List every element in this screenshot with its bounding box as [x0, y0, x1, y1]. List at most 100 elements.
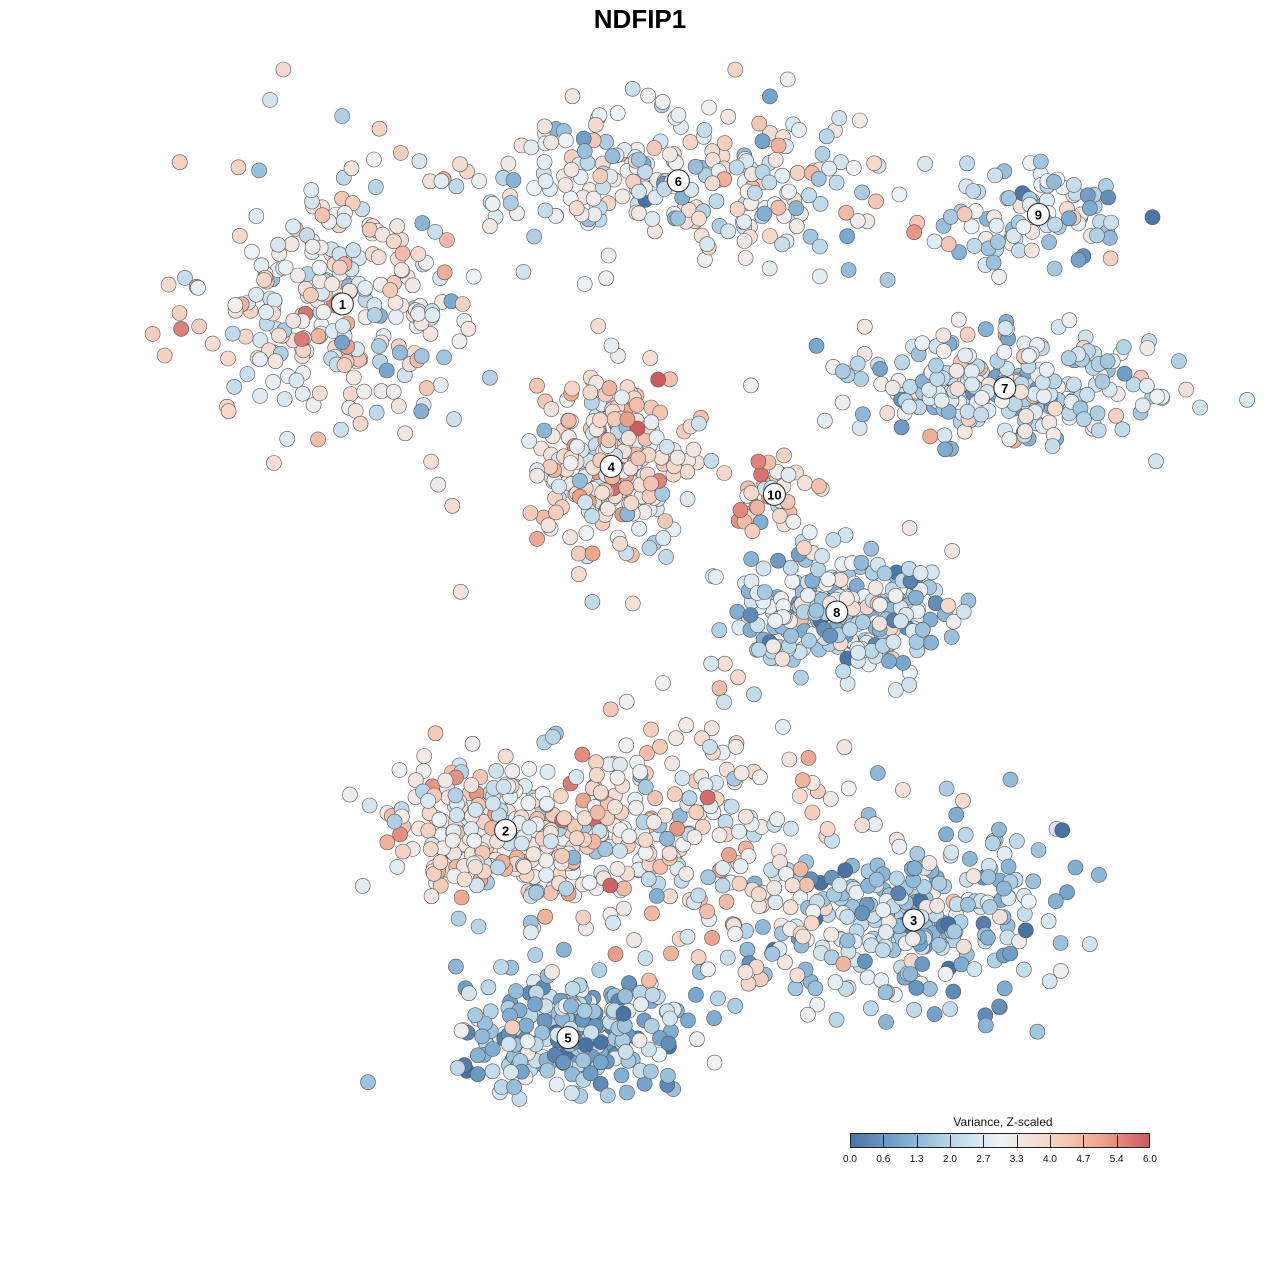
cell-point: [885, 633, 902, 650]
cell-point: [522, 505, 539, 521]
cell-point: [1021, 347, 1037, 364]
cell-point: [776, 447, 792, 464]
cell-point: [948, 806, 965, 823]
cell-point: [704, 930, 720, 946]
cell-point: [853, 554, 870, 571]
cell-point: [537, 173, 554, 189]
cell-point: [267, 353, 284, 370]
cell-point: [411, 153, 428, 169]
cell-point: [342, 786, 358, 803]
cell-point: [731, 823, 747, 840]
cell-point: [244, 243, 260, 260]
cell-point: [783, 627, 799, 644]
cell-point: [754, 133, 771, 149]
cell-point: [756, 205, 773, 222]
cell-point: [928, 357, 944, 374]
cell-point: [872, 361, 888, 377]
cell-point: [670, 107, 687, 123]
cell-point: [529, 467, 545, 484]
cell-point: [720, 108, 737, 125]
cell-point: [304, 238, 321, 255]
cell-point: [370, 249, 387, 266]
cell-point: [876, 565, 893, 582]
cell-point: [764, 946, 781, 962]
cell-point: [921, 980, 938, 997]
chart-title: NDFIP1: [593, 4, 687, 34]
cell-point: [931, 875, 948, 892]
cell-point: [345, 369, 362, 386]
cell-point: [937, 441, 953, 458]
cell-point: [800, 750, 817, 766]
cell-point: [848, 884, 865, 901]
cell-point: [226, 378, 242, 395]
cell-point: [1144, 209, 1161, 225]
cell-point: [755, 560, 772, 577]
svg-text:7: 7: [1001, 381, 1008, 396]
cell-point: [679, 928, 696, 945]
cell-point: [691, 210, 707, 227]
cell-point: [160, 276, 177, 293]
cell-point: [538, 852, 554, 869]
cell-point: [311, 385, 328, 402]
cell-point: [856, 318, 873, 335]
cell-point: [612, 535, 628, 552]
cell-point: [1100, 189, 1116, 206]
cell-point: [943, 844, 960, 861]
cell-point: [639, 745, 655, 761]
cell-point: [642, 350, 659, 366]
cell-point: [937, 966, 954, 982]
cell-point: [742, 607, 759, 623]
cell-point: [1041, 973, 1058, 990]
cell-point: [485, 795, 501, 812]
cell-point: [779, 71, 796, 88]
cell-point: [252, 351, 268, 368]
cell-point: [156, 347, 173, 364]
cell-point: [382, 282, 399, 298]
cell-point: [957, 826, 974, 843]
cell-point: [589, 804, 606, 821]
cell-point: [1089, 227, 1105, 244]
cell-point: [1018, 922, 1034, 939]
cell-point: [739, 941, 756, 958]
cell-point: [652, 738, 668, 755]
cell-point: [562, 455, 579, 471]
cell-point: [563, 1085, 580, 1101]
cell-point: [991, 268, 1007, 285]
cell-point: [452, 583, 469, 600]
cell-point: [602, 877, 619, 894]
cell-point: [314, 207, 331, 223]
cell-point: [984, 835, 1001, 852]
cell-point: [814, 146, 831, 162]
cell-point: [737, 250, 754, 266]
cell-point: [563, 998, 579, 1014]
cell-point: [404, 277, 421, 294]
cell-point: [609, 769, 626, 786]
cell-point: [835, 955, 852, 972]
cell-point: [946, 923, 963, 940]
cell-point: [1067, 859, 1084, 876]
cell-point: [615, 1005, 632, 1022]
cell-point: [266, 455, 282, 471]
cell-point: [795, 928, 811, 945]
cell-point: [737, 964, 754, 980]
cell-point: [955, 938, 972, 955]
cell-point: [624, 595, 641, 612]
cell-point: [628, 397, 645, 413]
cell-point: [979, 929, 996, 946]
colorbar-tick-mark: [916, 1135, 918, 1148]
cell-point: [385, 233, 402, 250]
cell-point: [388, 309, 404, 325]
cell-point: [1091, 867, 1107, 883]
cell-point: [395, 843, 411, 860]
cell-point: [948, 362, 965, 379]
cluster-label-8: 8: [825, 600, 849, 624]
cell-point: [938, 826, 954, 843]
cell-point: [558, 132, 574, 149]
cell-point: [812, 238, 828, 255]
cluster-label-7: 7: [993, 376, 1017, 400]
cell-point: [938, 780, 955, 797]
cell-point: [662, 146, 678, 163]
cell-point: [342, 386, 359, 402]
cell-point: [191, 318, 207, 335]
cell-point: [1090, 422, 1107, 439]
